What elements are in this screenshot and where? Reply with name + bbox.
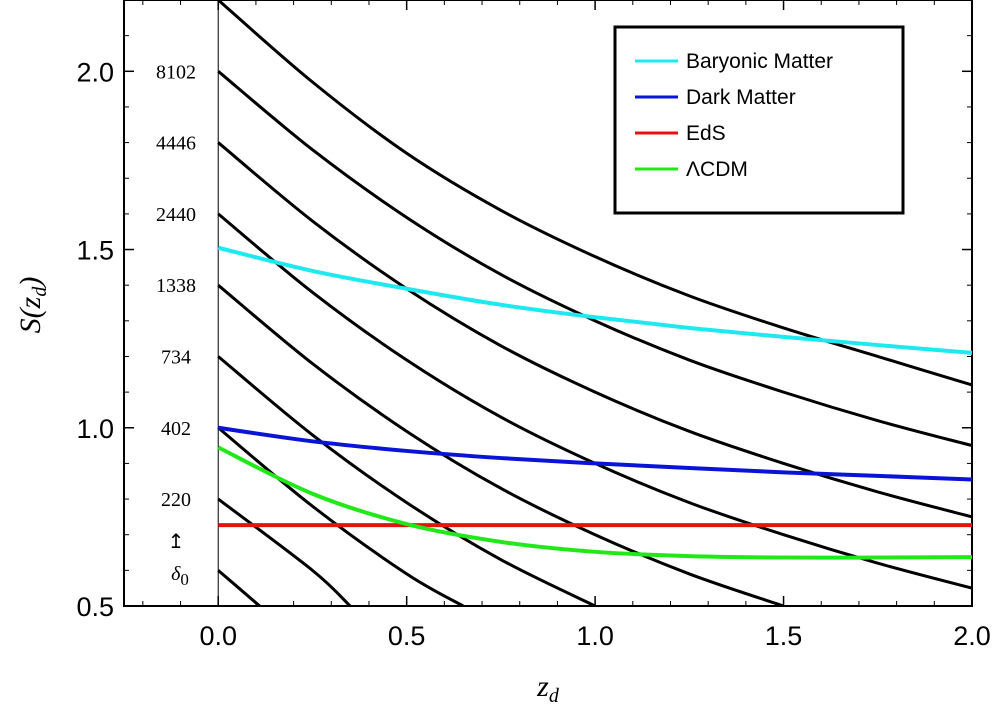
legend-box <box>613 25 905 215</box>
series-line--cdm <box>217 445 972 560</box>
family-curve <box>217 0 972 387</box>
family-curve <box>217 426 464 606</box>
family-label: 220 <box>161 489 191 511</box>
y-axis-title-sub: d <box>29 286 51 297</box>
family-label: 2440 <box>156 204 196 226</box>
delta-zero-label: δ0 <box>171 563 189 589</box>
x-tick-label: 1.0 <box>576 621 614 651</box>
x-tick-label: 1.5 <box>765 621 803 651</box>
series-line-dark-matter <box>217 425 972 482</box>
y-tick-label: 2.0 <box>76 57 114 87</box>
axis-ticks <box>124 0 973 607</box>
legend: Baryonic Matter Dark Matter EdS ΛCDM <box>613 25 905 215</box>
y-axis-title: S(zd) <box>14 277 51 334</box>
family-curve <box>217 212 972 590</box>
legend-label: Baryonic Matter <box>686 50 833 73</box>
x-tick-label: 2.0 <box>953 621 991 651</box>
family-labels: 8102 4446 2440 1338 734 402 220 ↥ δ0 <box>156 61 196 589</box>
x-tick-label: 0.5 <box>388 621 426 651</box>
legend-label: EdS <box>686 122 726 145</box>
y-tick-label: 1.5 <box>76 236 114 266</box>
family-label: 8102 <box>156 61 196 83</box>
series-line-baryonic-matter <box>217 245 972 355</box>
y-tick-label: 0.5 <box>76 592 114 622</box>
y-axis-title-base: S(z <box>14 296 47 333</box>
family-label: 734 <box>161 346 191 368</box>
family-curve <box>217 497 352 606</box>
legend-label: ΛCDM <box>686 158 748 181</box>
y-axis-title-tail: ) <box>14 277 47 289</box>
y-tick-labels: 0.5 1.0 1.5 2.0 <box>76 57 114 622</box>
family-curve <box>217 284 785 606</box>
family-label: 402 <box>161 418 191 440</box>
x-tick-label: 0.0 <box>199 621 237 651</box>
x-tick-labels: 0.0 0.5 1.0 1.5 2.0 <box>199 621 990 651</box>
x-axis-title-base: z <box>536 670 549 703</box>
plot-frame <box>123 0 973 607</box>
family-curve <box>217 569 261 606</box>
up-arrow-icon: ↥ <box>168 531 185 553</box>
family-curve <box>217 355 596 606</box>
series-curves <box>217 245 972 560</box>
legend-label: Dark Matter <box>686 86 796 109</box>
x-axis-title: zd <box>536 670 560 706</box>
family-curve <box>217 141 972 519</box>
x-axis-title-sub: d <box>549 685 560 706</box>
family-label: 4446 <box>156 133 196 155</box>
family-label: 1338 <box>156 275 196 297</box>
y-tick-label: 1.0 <box>76 414 114 444</box>
